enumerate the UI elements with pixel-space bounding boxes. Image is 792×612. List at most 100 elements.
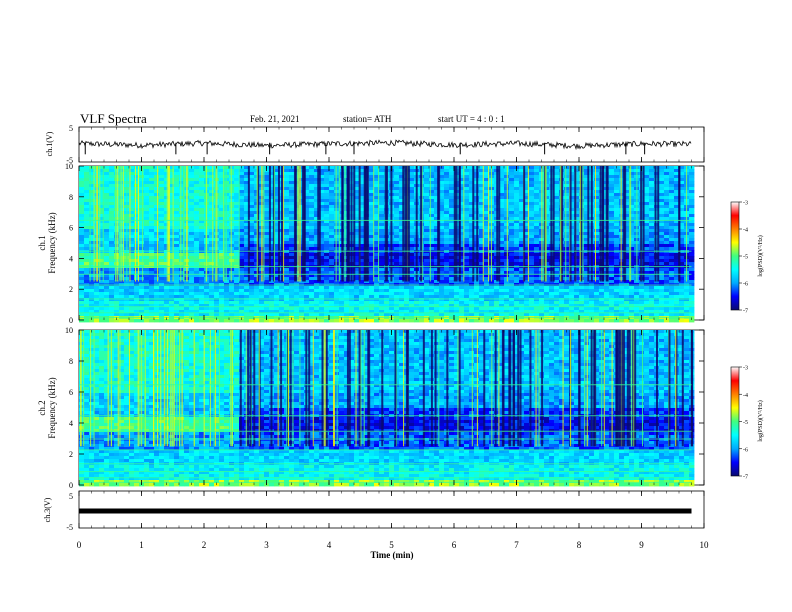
spec1-cell xyxy=(379,193,385,197)
spec1-cell xyxy=(114,199,120,203)
spec1-cell xyxy=(104,226,110,230)
spec1-cell xyxy=(574,199,580,203)
spec1-cell xyxy=(409,226,415,230)
spec1-cell xyxy=(519,259,525,263)
spec1-cell xyxy=(629,271,635,275)
spec1-cell xyxy=(319,253,325,257)
spec1-cell xyxy=(314,196,320,200)
spec1-cell xyxy=(469,235,475,239)
spec1-cell xyxy=(334,226,340,230)
spec1-cell xyxy=(119,196,125,200)
spec1-cell xyxy=(164,178,170,182)
spec1-cell xyxy=(499,259,505,263)
spec1-cell xyxy=(199,172,205,176)
spec1-cell xyxy=(89,196,95,200)
spec1-cell xyxy=(299,286,305,290)
spec1-cell xyxy=(79,199,85,203)
spec1-cell xyxy=(394,253,400,257)
spec1-cell xyxy=(624,253,630,257)
spec1-cell xyxy=(324,229,330,233)
spec1-cell xyxy=(554,202,560,206)
spec1-cell xyxy=(629,175,635,179)
spec1-cell xyxy=(504,277,510,281)
spec1-cell xyxy=(529,280,535,284)
spec1-cell xyxy=(424,199,430,203)
spec1-cell xyxy=(114,178,120,182)
spec1-cell xyxy=(334,202,340,206)
spec1-cell xyxy=(509,217,515,221)
spec1-cell xyxy=(84,172,90,176)
spec1-cell xyxy=(199,286,205,290)
spec1-cell xyxy=(594,274,600,278)
spec1-cell xyxy=(309,184,315,188)
spec1-cell xyxy=(669,235,675,239)
spec1-cell xyxy=(524,217,530,221)
spec1-cell xyxy=(374,274,380,278)
spec1-cell xyxy=(479,274,485,278)
spec1-cell xyxy=(114,277,120,281)
spec1-cell xyxy=(629,256,635,260)
spec1-cell xyxy=(104,193,110,197)
spec1-cell xyxy=(504,238,510,242)
spec1-cell xyxy=(334,190,340,194)
spec1-cell xyxy=(504,175,510,179)
spec1-cell xyxy=(114,232,120,236)
spec1-cell xyxy=(134,205,140,209)
spec1-cell xyxy=(249,217,255,221)
spec1-cell xyxy=(219,280,225,284)
spec1-cell xyxy=(254,247,260,251)
spec1-cell xyxy=(169,187,175,191)
spec1-cell xyxy=(244,253,250,257)
spec1-cell xyxy=(554,271,560,275)
spec1-cell xyxy=(654,274,660,278)
spec1-cell xyxy=(624,256,630,260)
spec1-cell xyxy=(399,208,405,212)
spec1-cell xyxy=(144,280,150,284)
spec1-cell xyxy=(264,181,270,185)
spec1-cell xyxy=(289,262,295,266)
spec1-cell xyxy=(334,199,340,203)
spec1-cell xyxy=(264,202,270,206)
spec1-cell xyxy=(244,232,250,236)
spec1-cell xyxy=(484,178,490,182)
spec1-cell xyxy=(374,217,380,221)
spec1-cell xyxy=(464,262,470,266)
spec1-cell xyxy=(99,217,105,221)
spec1-cell xyxy=(189,223,195,227)
spec1-cell xyxy=(614,169,620,173)
spec1-cell xyxy=(299,235,305,239)
spec1-cell xyxy=(424,214,430,218)
spec1-cell xyxy=(309,211,315,215)
spec1-cell xyxy=(234,226,240,230)
spec1-cell xyxy=(154,175,160,179)
spec1-cell xyxy=(354,181,360,185)
spec1-cell xyxy=(574,220,580,224)
spec1-cell xyxy=(299,178,305,182)
spec1-cell xyxy=(629,184,635,188)
spec1-cell xyxy=(279,286,285,290)
spec1-cell xyxy=(659,259,665,263)
spec1-cell xyxy=(329,202,335,206)
spec1-cell xyxy=(629,229,635,233)
spec1-cell xyxy=(249,268,255,272)
spec1-cell xyxy=(409,256,415,260)
spec1-cell xyxy=(289,247,295,251)
spec1-cell xyxy=(614,280,620,284)
spec1-cell xyxy=(574,202,580,206)
spec1-cell xyxy=(369,190,375,194)
spec1-cell xyxy=(434,199,440,203)
spec1-cell xyxy=(244,205,250,209)
spec1-cell xyxy=(314,241,320,245)
spec1-cell xyxy=(119,193,125,197)
spec1-cell xyxy=(609,172,615,176)
spec1-cell xyxy=(189,241,195,245)
spec1-cell xyxy=(309,259,315,263)
spec1-cell xyxy=(269,190,275,194)
spec1-cell xyxy=(274,259,280,263)
spec1-cell xyxy=(284,196,290,200)
spec1-cell xyxy=(254,280,260,284)
spec1-cell xyxy=(594,175,600,179)
spec1-cell xyxy=(149,184,155,188)
spec1-cell xyxy=(324,286,330,290)
spec1-cell xyxy=(114,262,120,266)
